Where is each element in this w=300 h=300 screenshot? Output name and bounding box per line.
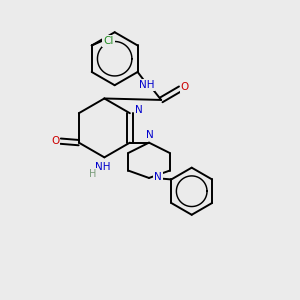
Text: O: O: [51, 136, 59, 146]
Text: NH: NH: [139, 80, 154, 90]
Text: NH: NH: [95, 162, 111, 172]
Text: N: N: [146, 130, 154, 140]
Text: N: N: [135, 105, 142, 115]
Text: O: O: [181, 82, 189, 92]
Text: N: N: [154, 172, 162, 182]
Text: Cl: Cl: [103, 36, 114, 46]
Text: H: H: [89, 169, 97, 178]
